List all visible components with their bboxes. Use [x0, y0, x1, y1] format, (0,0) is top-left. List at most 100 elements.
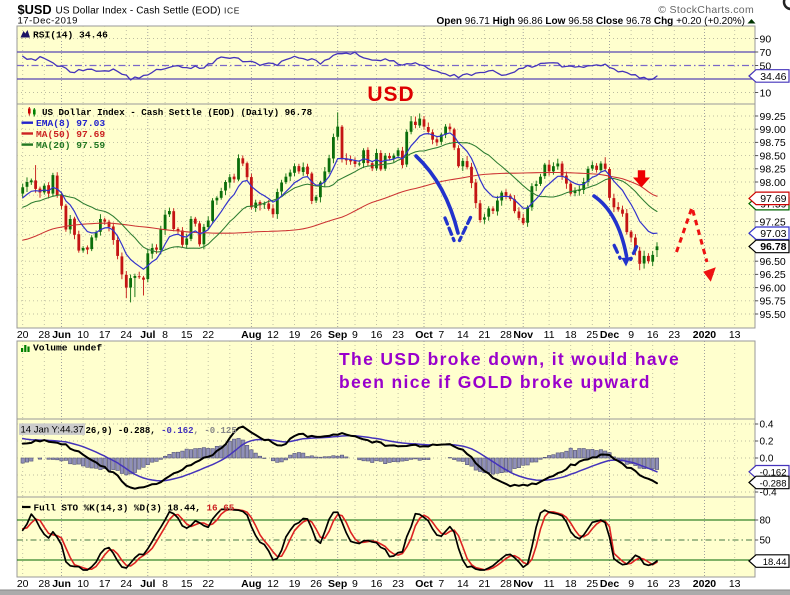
svg-text:2020: 2020 — [693, 578, 717, 590]
svg-text:2020: 2020 — [693, 329, 717, 341]
svg-text:26: 26 — [310, 578, 322, 590]
svg-text:16: 16 — [647, 329, 659, 341]
svg-text:98.25: 98.25 — [760, 164, 786, 176]
svg-text:-0.4: -0.4 — [760, 488, 778, 499]
svg-text:96.00: 96.00 — [760, 282, 786, 294]
svg-text:17: 17 — [99, 578, 111, 590]
svg-text:95.75: 95.75 — [760, 296, 786, 308]
svg-text:Sep: Sep — [328, 578, 347, 590]
svg-text:14: 14 — [457, 578, 469, 590]
svg-text:-0.288: -0.288 — [760, 478, 787, 489]
svg-text:20: 20 — [17, 578, 29, 590]
svg-text:96.50: 96.50 — [760, 256, 786, 268]
svg-text:99.00: 99.00 — [760, 124, 786, 136]
svg-text:US Dollar Index - Cash Settle: US Dollar Index - Cash Settle (EOD) — [56, 6, 221, 17]
svg-text:9: 9 — [352, 578, 358, 590]
svg-text:18: 18 — [565, 329, 577, 341]
svg-text:16: 16 — [647, 578, 659, 590]
svg-text:23: 23 — [668, 329, 680, 341]
svg-text:24: 24 — [120, 578, 132, 590]
svg-text:28: 28 — [500, 329, 512, 341]
svg-text:12: 12 — [267, 578, 279, 590]
svg-text:EMA(8) 97.03: EMA(8) 97.03 — [36, 118, 105, 129]
svg-text:USD: USD — [367, 83, 414, 106]
svg-text:70: 70 — [760, 47, 772, 59]
svg-text:95.50: 95.50 — [760, 309, 786, 321]
svg-text:99.25: 99.25 — [760, 111, 786, 123]
svg-text:Aug: Aug — [241, 578, 261, 590]
svg-text:28: 28 — [500, 578, 512, 590]
svg-text:$USD: $USD — [18, 2, 52, 17]
svg-text:MA(50) 97.69: MA(50) 97.69 — [36, 129, 105, 140]
svg-text:19: 19 — [289, 329, 301, 341]
svg-text:90: 90 — [760, 33, 772, 45]
svg-text:13: 13 — [729, 578, 741, 590]
svg-text:12: 12 — [267, 329, 279, 341]
svg-text:25: 25 — [586, 329, 598, 341]
svg-text:17: 17 — [99, 329, 111, 341]
svg-text:Volume undef: Volume undef — [33, 343, 102, 354]
svg-text:22: 22 — [202, 329, 214, 341]
svg-text:96.25: 96.25 — [760, 269, 786, 281]
svg-text:7: 7 — [438, 329, 444, 341]
svg-text:The USD broke down, it would h: The USD broke down, it would have — [339, 349, 680, 369]
svg-text:26: 26 — [310, 329, 322, 341]
svg-text:13: 13 — [729, 329, 741, 341]
svg-text:98.00: 98.00 — [760, 177, 786, 189]
svg-text:10: 10 — [760, 87, 772, 99]
svg-text:Dec: Dec — [600, 578, 619, 590]
svg-text:25: 25 — [586, 578, 598, 590]
svg-text:21: 21 — [479, 578, 491, 590]
svg-text:15: 15 — [181, 578, 193, 590]
svg-text:Full STO %K(14,3) %D(3) 18.44,: Full STO %K(14,3) %D(3) 18.44, 16.65 — [34, 503, 235, 514]
svg-text:18.44: 18.44 — [763, 557, 787, 568]
svg-text:9: 9 — [628, 578, 634, 590]
svg-text:9: 9 — [628, 329, 634, 341]
svg-text:Sep: Sep — [328, 329, 347, 341]
svg-text:96.78: 96.78 — [760, 241, 786, 253]
svg-text:Nov: Nov — [513, 329, 533, 341]
svg-text:98.75: 98.75 — [760, 137, 786, 149]
svg-text:0.0: 0.0 — [760, 454, 774, 465]
svg-text:MA(20) 97.59: MA(20) 97.59 — [36, 140, 105, 151]
svg-text:Jul: Jul — [140, 329, 155, 341]
svg-text:98.50: 98.50 — [760, 150, 786, 162]
svg-text:34.46: 34.46 — [760, 71, 786, 83]
svg-text:50: 50 — [760, 60, 772, 72]
svg-text:8: 8 — [162, 329, 168, 341]
svg-text:23: 23 — [668, 578, 680, 590]
svg-text:0.2: 0.2 — [760, 437, 774, 448]
svg-text:97.25: 97.25 — [760, 216, 786, 228]
svg-text:16: 16 — [371, 578, 383, 590]
svg-text:Open 96.71 High 96.86 Low 96.5: Open 96.71 High 96.86 Low 96.58 Close 96… — [436, 16, 745, 27]
svg-text:Dec: Dec — [600, 329, 619, 341]
svg-text:14: 14 — [457, 329, 469, 341]
svg-text:19: 19 — [289, 578, 301, 590]
svg-text:Oct: Oct — [415, 578, 433, 590]
svg-text:10: 10 — [77, 578, 89, 590]
svg-text:22: 22 — [202, 578, 214, 590]
svg-text:Aug: Aug — [241, 329, 261, 341]
svg-text:21: 21 — [479, 329, 491, 341]
svg-text:28: 28 — [38, 329, 50, 341]
svg-text:10: 10 — [77, 329, 89, 341]
svg-text:14 Jan Y:44.37: 14 Jan Y:44.37 — [21, 425, 84, 436]
svg-text:-0.162: -0.162 — [760, 468, 787, 479]
svg-text:80: 80 — [760, 516, 772, 527]
svg-text:24: 24 — [120, 329, 132, 341]
svg-text:US Dollar Index - Cash Settle: US Dollar Index - Cash Settle (EOD) (Dai… — [42, 107, 313, 118]
svg-text:26,9) -0.288, -0.162, -0.125: 26,9) -0.288, -0.162, -0.125 — [86, 426, 237, 436]
svg-text:Jun: Jun — [52, 329, 71, 341]
svg-text:7: 7 — [438, 578, 444, 590]
svg-text:16: 16 — [371, 329, 383, 341]
svg-text:15: 15 — [181, 329, 193, 341]
svg-text:RSI(14) 34.46: RSI(14) 34.46 — [33, 30, 108, 41]
svg-text:23: 23 — [392, 329, 404, 341]
svg-text:28: 28 — [38, 578, 50, 590]
svg-text:Nov: Nov — [513, 578, 533, 590]
svg-text:© StockCharts.com: © StockCharts.com — [658, 4, 754, 16]
svg-text:97.69: 97.69 — [760, 193, 786, 205]
svg-text:8: 8 — [162, 578, 168, 590]
svg-text:11: 11 — [544, 578, 555, 590]
svg-text:Oct: Oct — [415, 329, 433, 341]
